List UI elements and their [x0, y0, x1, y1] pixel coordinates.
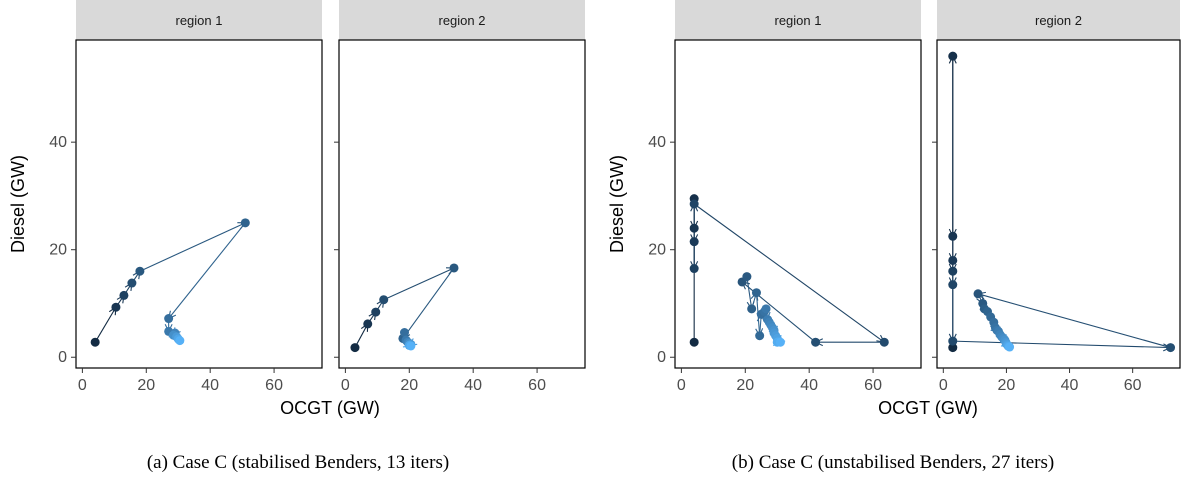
- x-tick-label: 20: [137, 377, 155, 394]
- iteration-point: [751, 288, 761, 298]
- strip-background: [76, 0, 322, 40]
- iteration-point: [1005, 342, 1015, 352]
- iteration-point: [175, 336, 185, 346]
- x-tick-label: 0: [939, 377, 948, 394]
- trajectory-segment: [383, 267, 455, 301]
- trajectory-segment: [402, 267, 455, 339]
- iteration-point: [948, 336, 958, 346]
- panel-border: [338, 39, 586, 369]
- strip-label: region 1: [176, 13, 223, 28]
- y-tick-label: 20: [648, 242, 666, 259]
- strip-label: region 2: [1035, 13, 1082, 28]
- x-tick-label: 20: [736, 377, 754, 394]
- iteration-point: [948, 231, 958, 241]
- trajectory-segment: [952, 340, 1171, 349]
- strip-background: [339, 0, 585, 40]
- figure-b: region 1 0 20 40 60 0 20 40 region 2 0 20 40 60 Diese…: [607, 0, 1181, 418]
- iteration-point: [747, 304, 757, 314]
- strip-label: region 1: [775, 13, 822, 28]
- y-axis-title: Diesel (GW): [8, 155, 28, 253]
- x-tick-label: 60: [265, 377, 283, 394]
- y-tick-label: 20: [49, 242, 67, 259]
- x-tick-label: 0: [677, 377, 686, 394]
- caption-b: (b) Case C (unstabilised Benders, 27 ite…: [732, 452, 1054, 473]
- x-tick-label: 60: [1124, 377, 1142, 394]
- iteration-point: [350, 343, 360, 353]
- x-axis-title: OCGT (GW): [878, 398, 978, 418]
- x-tick-label: 20: [400, 377, 418, 394]
- x-tick-label: 40: [201, 377, 219, 394]
- iteration-point: [127, 278, 137, 288]
- x-tick-label: 40: [800, 377, 818, 394]
- x-tick-label: 20: [998, 377, 1016, 394]
- panel-1: region 1 0 20 40 60 0 20 40: [49, 0, 323, 394]
- iteration-point: [240, 218, 250, 228]
- x-tick-label: 0: [341, 377, 350, 394]
- panel-2: region 2 0 20 40 60: [932, 0, 1181, 394]
- iteration-point: [135, 266, 145, 276]
- iteration-point: [449, 263, 459, 273]
- panel-1: region 1 0 20 40 60 0 20 40: [648, 0, 922, 394]
- iteration-point: [948, 255, 958, 265]
- iteration-point: [811, 337, 821, 347]
- y-tick-label: 0: [657, 349, 666, 366]
- iteration-point: [775, 337, 785, 347]
- panel-2: region 2 0 20 40 60: [334, 0, 586, 394]
- iteration-point: [119, 290, 129, 300]
- trajectory-segment: [977, 293, 1171, 349]
- iteration-point: [948, 343, 958, 353]
- caption-a: (a) Case C (stabilised Benders, 13 iters…: [147, 452, 449, 473]
- trajectory-segment: [168, 222, 246, 319]
- trajectory-segment: [139, 222, 246, 272]
- x-tick-label: 40: [1061, 377, 1079, 394]
- trajectory-segment: [693, 203, 885, 343]
- strip-label: region 2: [439, 13, 486, 28]
- panel-border: [75, 39, 323, 369]
- iteration-point: [689, 264, 699, 274]
- iteration-point: [399, 328, 409, 338]
- x-axis-title: OCGT (GW): [280, 398, 380, 418]
- iteration-point: [948, 51, 958, 61]
- iteration-point: [948, 280, 958, 290]
- iteration-point: [948, 266, 958, 276]
- y-tick-label: 0: [58, 349, 67, 366]
- panel-border: [674, 39, 922, 369]
- iteration-point: [90, 337, 100, 347]
- y-tick-label: 40: [49, 134, 67, 151]
- trajectory-segment: [746, 276, 753, 309]
- iteration-point: [761, 304, 771, 314]
- x-tick-label: 60: [864, 377, 882, 394]
- strip-background: [675, 0, 921, 40]
- panel-border: [936, 39, 1181, 369]
- iteration-point: [1166, 343, 1176, 353]
- iteration-point: [689, 237, 699, 247]
- iteration-point: [379, 295, 389, 305]
- iteration-point: [406, 341, 416, 351]
- x-tick-label: 40: [464, 377, 482, 394]
- iteration-point: [742, 272, 752, 282]
- trajectory-segment: [94, 306, 117, 343]
- figure-a: region 1 0 20 40 60 0 20 40 region 2 0 20 40 60 Diese…: [8, 0, 586, 418]
- strip-background: [937, 0, 1180, 40]
- x-tick-label: 0: [78, 377, 87, 394]
- y-axis-title: Diesel (GW): [607, 155, 627, 253]
- y-tick-label: 40: [648, 134, 666, 151]
- x-tick-label: 60: [528, 377, 546, 394]
- iteration-point: [689, 199, 699, 209]
- iteration-point: [164, 314, 174, 324]
- iteration-point: [879, 337, 889, 347]
- iteration-point: [111, 302, 121, 312]
- iteration-point: [973, 289, 983, 299]
- iteration-point: [363, 319, 373, 329]
- iteration-point: [689, 223, 699, 233]
- iteration-point: [689, 337, 699, 347]
- iteration-point: [755, 331, 765, 341]
- iteration-point: [371, 307, 381, 317]
